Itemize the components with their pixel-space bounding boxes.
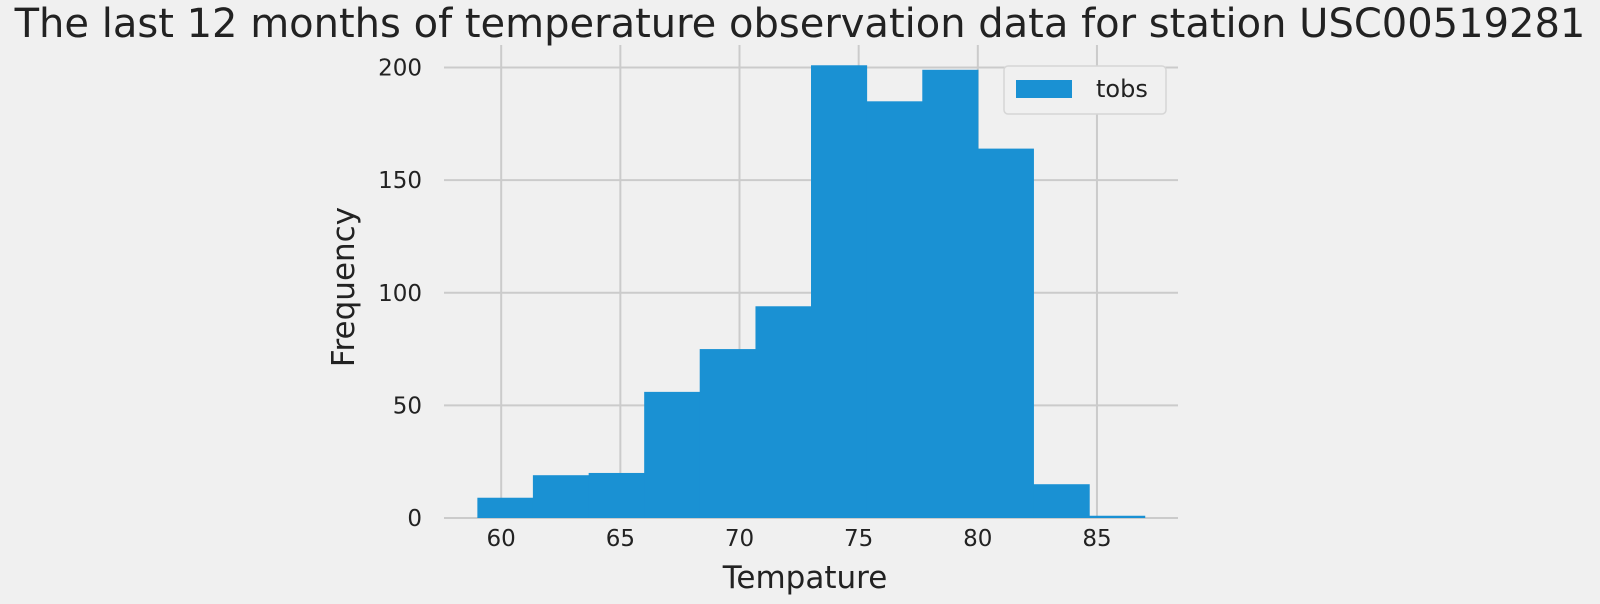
x-axis-label: Tempature xyxy=(722,560,888,596)
histogram-bar xyxy=(977,148,1034,518)
x-tick-label: 60 xyxy=(487,526,516,552)
x-tick-labels: 60 65 70 75 80 85 xyxy=(487,526,1112,552)
x-tick-label: 65 xyxy=(606,526,635,552)
y-axis-label: Frequency xyxy=(326,207,362,367)
chart-title: The last 12 months of temperature observ… xyxy=(14,1,1586,47)
histogram-bar xyxy=(644,391,701,518)
legend-swatch-tobs xyxy=(1016,80,1072,98)
y-tick-label: 0 xyxy=(407,506,422,532)
bars xyxy=(477,65,1146,519)
y-tick-label: 100 xyxy=(378,281,422,307)
histogram-bar xyxy=(922,69,979,519)
histogram-bar xyxy=(811,65,868,519)
histogram-bar xyxy=(588,472,645,518)
legend-label-tobs: tobs xyxy=(1096,75,1148,103)
histogram-bar xyxy=(1033,484,1090,518)
histogram-bar xyxy=(477,497,534,518)
legend-box xyxy=(1003,65,1167,115)
histogram-bar xyxy=(699,349,757,518)
y-tick-label: 200 xyxy=(378,56,422,82)
y-tick-label: 50 xyxy=(393,393,422,419)
y-tick-label: 150 xyxy=(378,168,422,194)
x-tick-label: 70 xyxy=(725,526,754,552)
x-tick-label: 75 xyxy=(844,526,873,552)
x-tick-label: 85 xyxy=(1082,526,1111,552)
y-tick-labels: 0 50 100 150 200 xyxy=(378,56,422,532)
histogram-bar xyxy=(532,475,590,518)
histogram-bar xyxy=(755,306,812,518)
histogram-bar xyxy=(1089,515,1146,518)
x-tick-label: 80 xyxy=(963,526,992,552)
histogram-bar xyxy=(866,101,923,519)
legend: tobs xyxy=(1003,65,1167,115)
